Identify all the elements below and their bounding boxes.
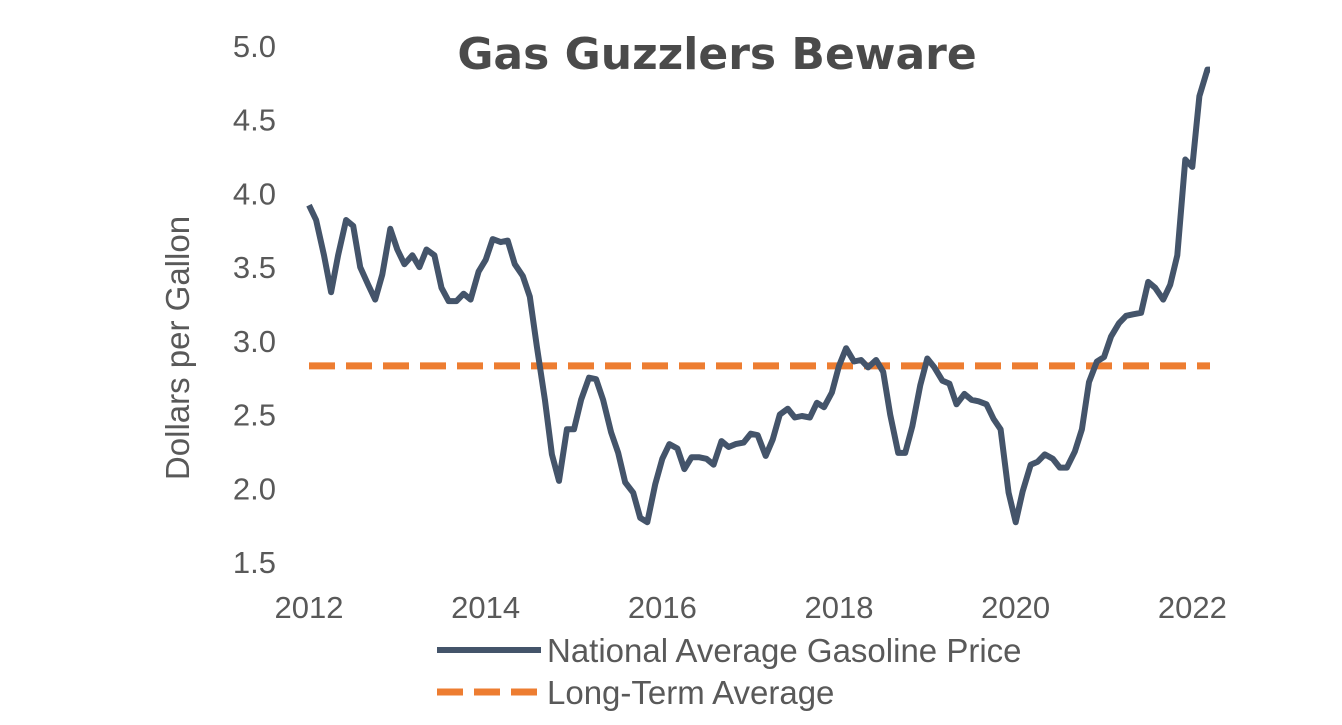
y-axis-ticks: 1.5 2.0 2.5 3.0 3.5 4.0 4.5 5.0 [233,29,276,580]
y-tick-label: 3.0 [233,324,276,359]
plot-area [306,66,1211,526]
y-tick-label: 3.5 [233,250,276,285]
chart-title: Gas Guzzlers Beware [457,29,976,80]
legend-gas-price-label: National Average Gasoline Price [547,632,1022,669]
legend-long-term-average-label: Long-Term Average [547,674,834,711]
y-axis-title: Dollars per Gallon [159,216,196,480]
x-tick-label: 2014 [451,590,520,625]
y-tick-label: 1.5 [233,545,276,580]
y-tick-label: 4.0 [233,176,276,211]
y-tick-label: 2.0 [233,471,276,506]
x-tick-label: 2020 [981,590,1050,625]
x-tick-label: 2012 [275,590,344,625]
x-axis-ticks: 2012 2014 2016 2018 2020 2022 [275,590,1227,625]
y-tick-label: 5.0 [233,29,276,64]
gas-price-line [306,66,1211,526]
x-tick-label: 2018 [805,590,874,625]
y-tick-label: 2.5 [233,398,276,433]
x-tick-label: 2016 [628,590,697,625]
x-tick-label: 2022 [1158,590,1227,625]
y-tick-label: 4.5 [233,103,276,138]
y-axis-title-text: Dollars per Gallon [159,216,196,480]
legend: National Average Gasoline Price Long-Term… [437,632,1022,711]
